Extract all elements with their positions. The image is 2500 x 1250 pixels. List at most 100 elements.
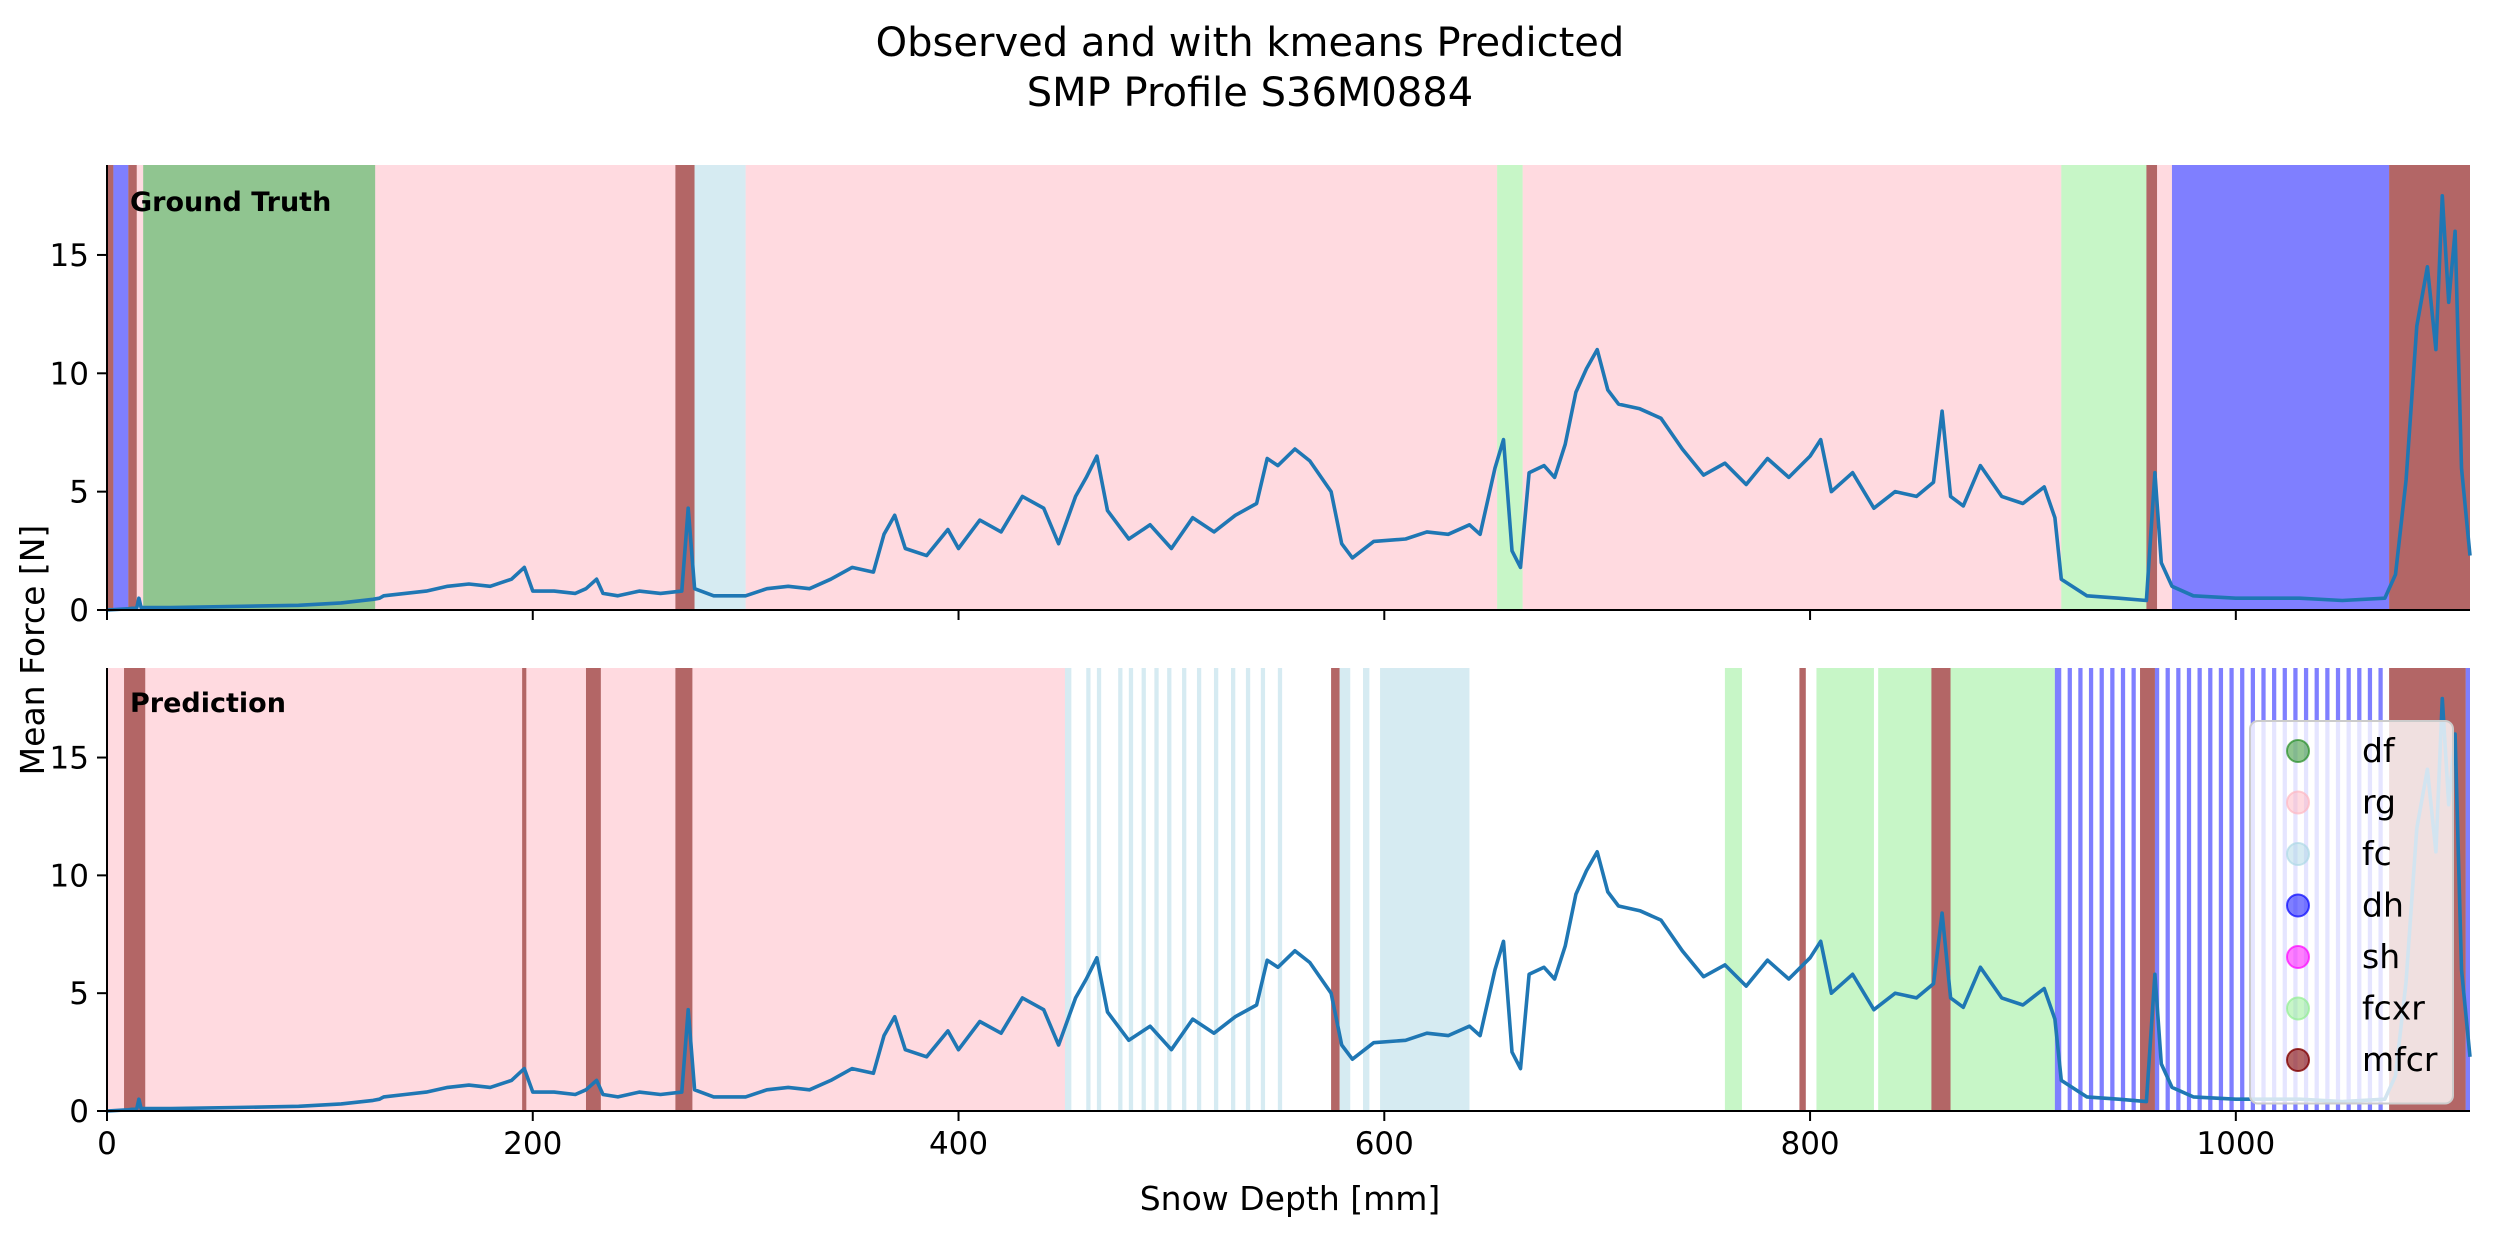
span-rg (375, 165, 676, 610)
legend: df rg fc dh sh fcxr mfcr (2249, 720, 2454, 1105)
force-line (106, 696, 2472, 1113)
y-tick-label: 0 (69, 593, 89, 629)
span-rg (145, 668, 523, 1111)
span-fcxr (1878, 668, 1932, 1111)
span-dh (2186, 668, 2192, 1111)
span-fc (1096, 668, 1102, 1111)
legend-label-rg: rg (2362, 783, 2396, 822)
x-tick-label: 1000 (2196, 1126, 2275, 1162)
span-df (143, 165, 376, 610)
legend-label-dh: dh (2362, 886, 2404, 925)
span-fcxr (1816, 668, 1874, 1111)
span-fcxr (1950, 668, 2055, 1111)
span-fc (1231, 668, 1236, 1111)
span-fc (1339, 668, 1351, 1111)
span-rg (526, 668, 586, 1111)
span-dh (2131, 668, 2136, 1111)
span-fcxr (2061, 165, 2147, 610)
span-dh (2176, 668, 2181, 1111)
span-fc (1128, 668, 1134, 1111)
y-tick-label: 5 (69, 976, 89, 1012)
span-dh (2171, 165, 2390, 610)
span-fc (1086, 668, 1091, 1111)
span-mfcr (1931, 668, 1951, 1111)
span-fc (1182, 668, 1187, 1111)
prediction-panel: 0 5 10 15 0 200 400 600 800 1000 Prediction (50, 668, 2472, 1162)
x-tick-label: 600 (1355, 1126, 1414, 1162)
span-rg (1522, 165, 2062, 610)
span-dh (2067, 668, 2072, 1111)
ground-truth-axes: 0 5 10 15 (50, 165, 2470, 629)
y-axis-label: Mean Force [N] (13, 525, 52, 776)
span-rg (600, 668, 676, 1111)
span-dh (2154, 668, 2160, 1111)
span-fc (1363, 668, 1370, 1111)
span-fc (1196, 668, 1202, 1111)
legend-marker-fcxr (2286, 996, 2310, 1021)
span-mfcr (1799, 668, 1806, 1111)
ground-truth-force-line (106, 194, 2472, 612)
span-fc (1260, 668, 1266, 1111)
y-tick-label: 10 (50, 858, 89, 894)
span-mfcr (2146, 165, 2158, 610)
y-tick-label: 5 (69, 475, 89, 511)
span-dh (2240, 668, 2245, 1111)
y-tick-label: 15 (50, 238, 89, 274)
span-mfcr (124, 668, 146, 1111)
prediction-axes: 0 5 10 15 0 200 400 600 800 1000 (50, 668, 2470, 1162)
span-fc (1064, 668, 1072, 1111)
span-mfcr (2140, 668, 2155, 1111)
span-dh (2218, 668, 2224, 1111)
x-tick-label: 0 (97, 1126, 117, 1162)
span-dh (2110, 668, 2115, 1111)
legend-label-fcxr: fcxr (2362, 989, 2425, 1028)
span-dh (2197, 668, 2202, 1111)
legend-label-sh: sh (2362, 937, 2400, 976)
force-line (106, 194, 2472, 612)
span-mfcr (675, 165, 695, 610)
span-fc (1154, 668, 1159, 1111)
span-dh (2208, 668, 2213, 1111)
legend-marker-sh (2286, 945, 2310, 969)
span-dh (2078, 668, 2083, 1111)
y-tick-label: 10 (50, 356, 89, 392)
x-axis-label: Snow Depth [mm] (1140, 1179, 1441, 1218)
span-fc (1167, 668, 1172, 1111)
x-tick-label: 400 (929, 1126, 988, 1162)
legend-label-df: df (2362, 731, 2396, 770)
y-tick-label: 0 (69, 1094, 89, 1130)
span-dh (2229, 668, 2234, 1111)
ground-truth-panel: 0 5 10 15 Ground Truth (50, 165, 2472, 629)
ground-truth-label: Ground Truth (130, 187, 331, 218)
span-mfcr (107, 165, 114, 610)
legend-label-mfcr: mfcr (2362, 1040, 2438, 1079)
span-fc (1141, 668, 1146, 1111)
chart-title-line-1: Observed and with kmeans Predicted (876, 20, 1625, 66)
legend-marker-dh (2286, 893, 2310, 918)
legend-marker-df (2286, 739, 2310, 763)
prediction-label: Prediction (130, 688, 286, 719)
span-mfcr (128, 165, 137, 610)
span-mfcr (585, 668, 601, 1111)
legend-marker-mfcr (2286, 1048, 2310, 1072)
span-dh (2099, 668, 2104, 1111)
legend-marker-fc (2286, 842, 2310, 866)
span-fc (694, 165, 746, 610)
span-dh (113, 165, 129, 610)
span-dh (2088, 668, 2094, 1111)
span-fc (1277, 668, 1283, 1111)
span-dh (2165, 668, 2170, 1111)
y-tick-label: 15 (50, 741, 89, 777)
span-mfcr (675, 668, 693, 1111)
span-dh (2120, 668, 2126, 1111)
span-dh (2054, 668, 2062, 1111)
span-dh (2465, 668, 2470, 1111)
span-rg (692, 668, 1065, 1111)
span-fc (1380, 668, 1470, 1111)
prediction-force-line (106, 696, 2472, 1113)
chart-title-line-2: SMP Profile S36M0884 (1027, 70, 1473, 116)
x-tick-label: 800 (1780, 1126, 1839, 1162)
span-fc (1245, 668, 1251, 1111)
span-fc (1118, 668, 1123, 1111)
